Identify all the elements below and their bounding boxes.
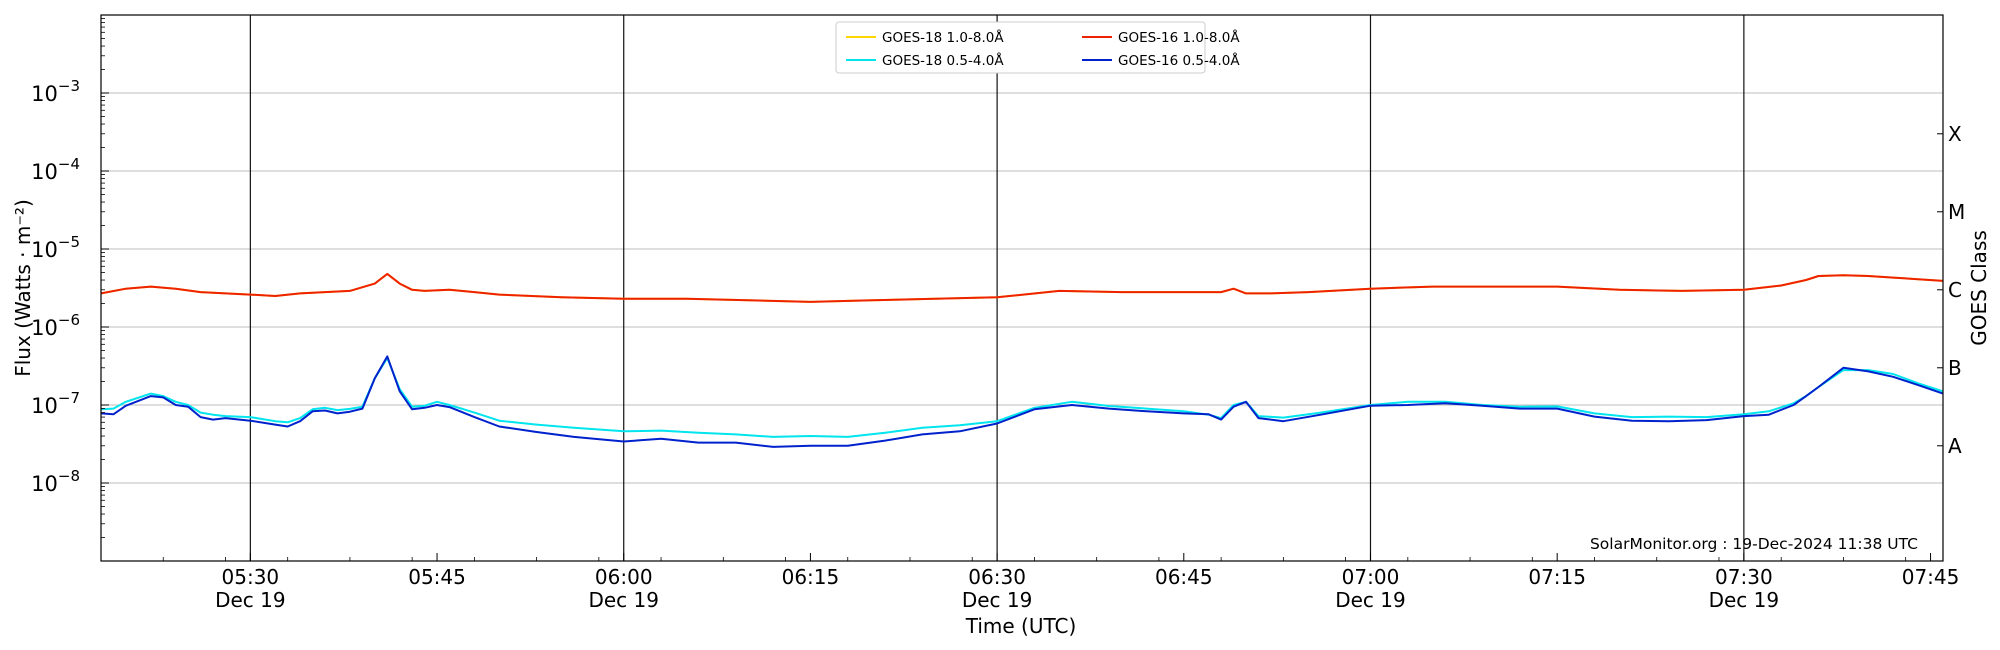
- y-tick-base: 10: [31, 160, 58, 184]
- y-tick-exponent: −6: [58, 311, 80, 329]
- series-layer: [100, 272, 1944, 448]
- x-tick-date-label: Dec 19: [215, 588, 286, 612]
- x-tick-time-label: 06:45: [1155, 565, 1213, 589]
- legend-label: GOES-16 1.0-8.0Å: [1118, 29, 1240, 46]
- x-tick-time-label: 06:15: [782, 565, 840, 589]
- x-tick-time-label: 07:00: [1342, 565, 1400, 589]
- legend: GOES-18 1.0-8.0Å GOES-18 0.5-4.0Å GOES-16 …: [835, 21, 1240, 74]
- y-tick-exponent: −8: [58, 467, 80, 485]
- x-tick-date-label: Dec 19: [962, 588, 1033, 612]
- y-tick-base: 10: [31, 394, 58, 418]
- goes-class-label: A: [1948, 434, 1962, 458]
- y-tick-label: 10−8: [31, 467, 80, 496]
- goes-class-labels: A B C M X: [1937, 122, 1965, 458]
- legend-items: GOES-18 1.0-8.0Å GOES-18 0.5-4.0Å GOES-16 …: [846, 29, 1240, 69]
- right-axis-label: GOES Class: [1967, 230, 1991, 346]
- y-tick-base: 10: [31, 238, 58, 262]
- x-tick-time-label: 07:15: [1528, 565, 1586, 589]
- x-tick-time-label: 07:30: [1715, 565, 1773, 589]
- y-tick-exponent: −5: [58, 233, 80, 251]
- y-axis-label: Flux (Watts · m⁻²): [11, 199, 35, 377]
- y-tick-label: 10−5: [31, 233, 80, 262]
- y-tick-label: 10−4: [31, 155, 80, 184]
- goes-class-label: C: [1948, 278, 1962, 302]
- series-line: [100, 357, 1944, 438]
- x-tick-time-label: 05:30: [222, 565, 280, 589]
- y-tick-label: 10−7: [31, 389, 80, 418]
- y-ticks: 10−810−710−610−510−410−3: [31, 18, 109, 538]
- x-axis-label: Time (UTC): [965, 614, 1077, 638]
- y-tick-label: 10−3: [31, 77, 80, 106]
- x-tick-time-label: 05:45: [408, 565, 466, 589]
- y-tick-exponent: −3: [58, 77, 80, 95]
- x-tick-date-label: Dec 19: [588, 588, 659, 612]
- x-tick-time-label: 06:30: [968, 565, 1026, 589]
- x-tick-date-label: Dec 19: [1335, 588, 1406, 612]
- y-tick-exponent: −4: [58, 155, 80, 173]
- x-tick-date-label: Dec 19: [1709, 588, 1780, 612]
- watermark: SolarMonitor.org : 19-Dec-2024 11:38 UTC: [1590, 535, 1918, 553]
- legend-label: GOES-18 0.5-4.0Å: [882, 52, 1004, 69]
- goes-class-label: M: [1948, 200, 1965, 224]
- legend-label: GOES-18 1.0-8.0Å: [882, 29, 1004, 46]
- plot-frame: [100, 14, 1944, 562]
- goes-class-label: X: [1948, 122, 1962, 146]
- legend-label: GOES-16 0.5-4.0Å: [1118, 52, 1240, 69]
- legend-box: [835, 21, 1206, 74]
- grid-layer: [101, 92, 1943, 484]
- vertical-marker-lines: [249, 15, 1745, 561]
- y-tick-base: 10: [31, 82, 58, 106]
- series-line: [100, 355, 1944, 448]
- x-tick-time-label: 06:00: [595, 565, 653, 589]
- y-tick-exponent: −7: [58, 389, 80, 407]
- x-tick-time-label: 07:45: [1902, 565, 1960, 589]
- y-tick-base: 10: [31, 316, 58, 340]
- y-tick-base: 10: [31, 472, 58, 496]
- series-line: [100, 272, 1944, 303]
- series-line: [100, 272, 1944, 303]
- goes-class-label: B: [1948, 356, 1962, 380]
- y-tick-label: 10−6: [31, 311, 80, 340]
